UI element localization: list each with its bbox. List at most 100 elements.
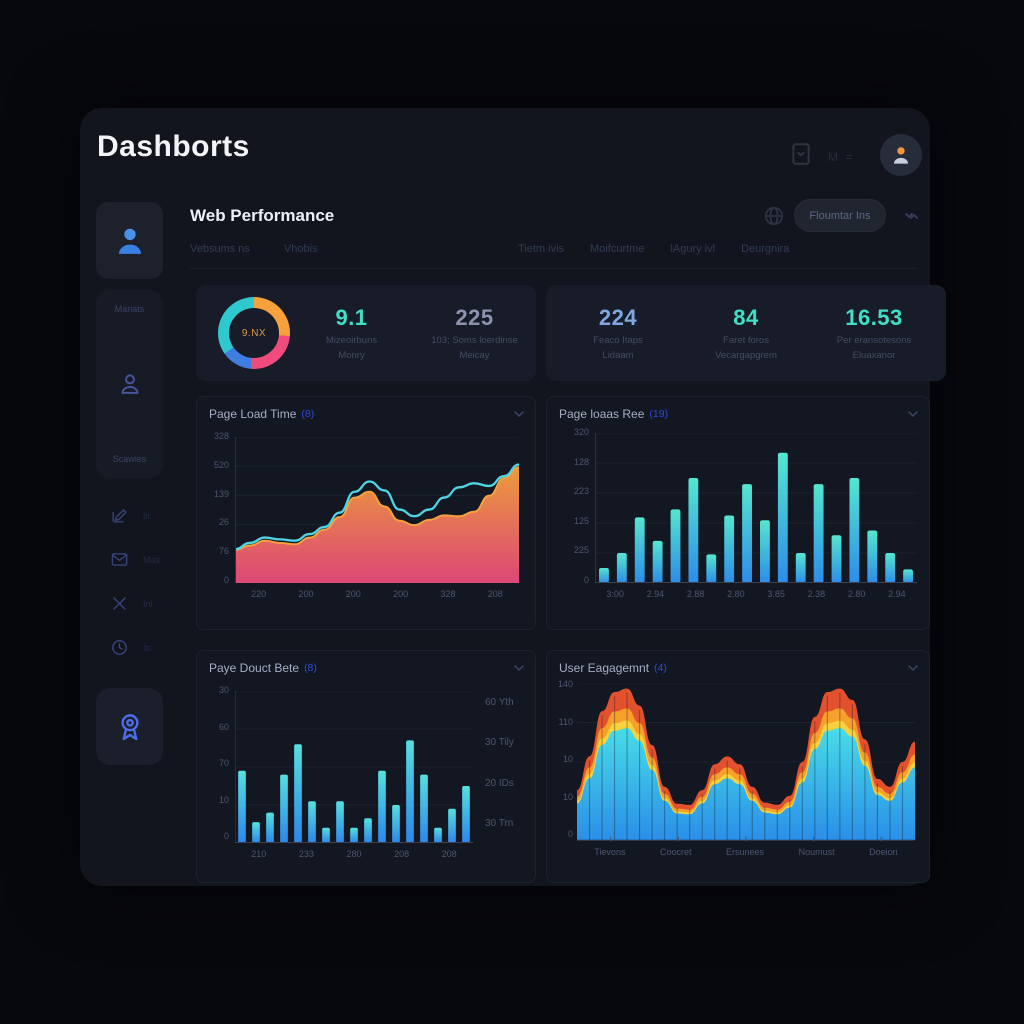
award-card[interactable] <box>96 688 163 765</box>
tab-group-right: Tietm ivis Moifcurtme lAgury ivl Deurgnira <box>518 243 789 255</box>
kpi-card-overview: 9.NX 9.1 Mizeoirbuns Monry 225 103; Soms loe… <box>196 285 536 381</box>
x-axis-labels: Tievons Coocret Ersunees Noumust Doeion <box>577 847 915 857</box>
tab-item[interactable]: Moifcurtme <box>590 243 645 255</box>
x-tick-label: 200 <box>345 589 361 599</box>
right-axis-label: 60 Yth <box>485 697 514 708</box>
chart-badge: (8) <box>301 408 315 420</box>
chevron-down-icon[interactable] <box>513 664 525 672</box>
sidebar-item-Itr[interactable]: Itr <box>110 638 160 657</box>
x-axis-labels: 3:00 2.94 2.88 2.80 3.85 2.38 2.80 2.94 <box>595 589 917 599</box>
y-tick-label: 110 <box>558 716 573 727</box>
y-tick-label: 30 <box>218 685 229 695</box>
chevron-down-icon[interactable] <box>513 410 525 418</box>
y-tick-label: 26 <box>218 517 229 528</box>
chart-title: Paye Douct Bete <box>209 661 300 675</box>
person-icon <box>893 147 909 164</box>
y-tick-label: 0 <box>583 574 589 585</box>
y-tick-label: 225 <box>573 545 589 556</box>
kpi-sublabel: Vecargapgrem <box>715 350 777 361</box>
right-axis-label: 30 Tily <box>485 737 514 749</box>
x-tick-label: 200 <box>298 589 314 599</box>
x-tick-label: 220 <box>251 589 267 599</box>
sidebar-item-label: Ini <box>143 598 153 609</box>
kpi-stat: 9.1 Mizeoirbuns Monry <box>307 305 397 361</box>
kpi-sublabel: Eluaxanor <box>852 350 896 361</box>
y-tick-label: 140 <box>557 679 573 689</box>
kpi-stat: 225 103; Soms loerdinse Meicay <box>430 305 520 361</box>
y-tick-label: 60 <box>218 721 229 732</box>
tab-item[interactable]: Vhobis <box>283 243 318 255</box>
chart-panel-paye-douct-bete: Paye Douct Bete (8) 30 60 70 10 0 210 233 280 2… <box>196 650 536 883</box>
sidebar-item-label: Mas <box>143 554 161 565</box>
chevron-down-icon[interactable] <box>907 664 919 672</box>
donut-chart: 9.NX <box>218 297 290 369</box>
sidebar-item-Ini[interactable]: Ini <box>110 594 160 613</box>
x-tick-label: Coocret <box>659 847 692 857</box>
kpi-stats-group: 9.1 Mizeoirbuns Monry 225 103; Soms loerdins… <box>290 305 536 361</box>
x-tick-label: 200 <box>393 589 409 599</box>
y-tick-label: 520 <box>213 459 229 470</box>
clock-icon <box>110 638 129 657</box>
document-icon[interactable] <box>788 140 814 168</box>
x-tick-label: 2.88 <box>686 589 705 599</box>
award-icon <box>120 713 139 740</box>
y-tick-label: 223 <box>573 486 589 497</box>
sidebar-card-bottom-label: Scawies <box>112 454 147 464</box>
x-tick-label: 208 <box>487 589 503 599</box>
y-axis-labels: 328 520 139 26 76 0 <box>201 431 229 585</box>
kpi-card-metrics: 224 Feaco Itaps Lidaam 84 Faret foros Vecarga… <box>546 285 946 381</box>
x-tick-label: 280 <box>346 849 362 859</box>
app-title: Dashborts <box>97 130 250 163</box>
y-tick-label: 10 <box>562 791 573 802</box>
chart-panel-page-loaas-ree: Page loaas Ree (19) 320 128 223 125 225 0 3:0… <box>546 396 930 630</box>
y-tick-label: 76 <box>218 546 229 557</box>
right-axis-labels: 60 Yth 30 Tily 20 IDs 30 Trn <box>485 697 535 829</box>
y-tick-label: 139 <box>213 488 229 499</box>
chart-title: Page loaas Ree <box>559 407 645 421</box>
x-tick-label: 208 <box>441 849 457 859</box>
chevron-down-icon[interactable] <box>907 410 919 418</box>
x-tick-label: 233 <box>298 849 314 859</box>
menu-text: M = <box>828 150 855 164</box>
filter-button[interactable]: Floumtar Ins <box>794 199 886 232</box>
kpi-stat: 84 Faret foros Vecargapgrem <box>701 305 791 361</box>
donut-center-label: 9.NX <box>241 327 267 339</box>
sidebar-item-tir[interactable]: tir <box>110 506 160 525</box>
globe-icon[interactable] <box>762 204 786 228</box>
kpi-label: Mizeoirbuns <box>325 335 378 346</box>
x-tick-label: 210 <box>251 849 267 859</box>
kpi-value: 9.1 <box>335 305 368 330</box>
x-tick-label: Doeion <box>869 847 898 857</box>
kpi-stat: 224 Feaco Itaps Lidaam <box>573 305 663 361</box>
kpi-value: 224 <box>598 305 638 330</box>
right-axis-label: 30 Trn <box>485 817 514 829</box>
user-avatar[interactable] <box>880 134 922 176</box>
x-tick-label: Tievons <box>594 847 626 857</box>
sidebar-card-top-label: Mariats <box>114 304 145 314</box>
tab-item[interactable]: Vebsums ns <box>190 243 250 255</box>
page-title: Web Performance <box>190 206 335 225</box>
x-tick-label: Noumust <box>798 847 835 857</box>
mail-icon <box>110 550 129 569</box>
x-tick-label: 2.80 <box>847 589 866 599</box>
chart-badge: (4) <box>654 662 667 674</box>
sidebar-item-Mas[interactable]: Mas <box>110 550 160 569</box>
person-icon <box>118 228 141 254</box>
tab-group-left: Vebsums ns Vhobis <box>190 243 318 255</box>
y-tick-label: 128 <box>573 456 589 467</box>
chart-panel-page-load-time: Page Load Time (8) 328 520 139 26 76 0 220 200… <box>196 396 536 630</box>
x-tick-label: 3:00 <box>606 589 624 599</box>
kpi-sublabel: Lidaam <box>602 350 634 361</box>
sidebar-card[interactable]: Mariats Scawies <box>96 290 163 478</box>
tab-item[interactable]: lAgury ivl <box>670 243 716 255</box>
kpi-label: 103; Soms loerdinse <box>431 335 518 346</box>
tab-item[interactable]: Tietm ivis <box>518 243 565 255</box>
x-tick-label: 2.94 <box>888 589 906 599</box>
kpi-label: Faret foros <box>723 335 769 346</box>
y-tick-label: 10 <box>562 754 573 764</box>
tab-item[interactable]: Deurgnira <box>741 243 790 255</box>
header-more-icon[interactable] <box>902 207 920 225</box>
profile-card[interactable] <box>96 202 163 279</box>
chart-badge: (19) <box>649 408 669 420</box>
y-tick-label: 328 <box>213 431 229 441</box>
